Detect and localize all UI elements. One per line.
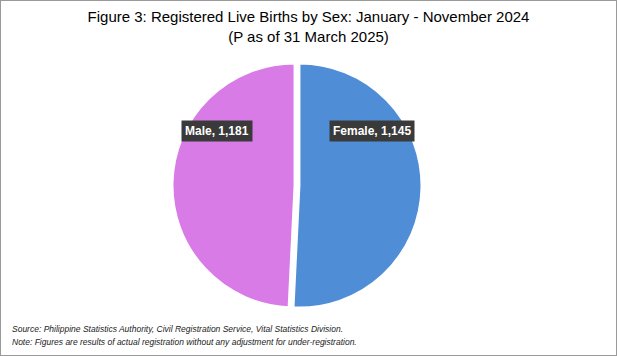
svg-text:Note: Figures are results of a: Note: Figures are results of actual regi… (12, 337, 357, 347)
svg-text:Female, 1,145: Female, 1,145 (333, 124, 411, 138)
svg-text:Male, 1,181: Male, 1,181 (185, 124, 249, 138)
svg-text:Figure 3: Registered Live Birt: Figure 3: Registered Live Births by Sex:… (88, 8, 530, 45)
svg-text:Source: Philippine Statistics: Source: Philippine Statistics Authority,… (12, 324, 343, 334)
